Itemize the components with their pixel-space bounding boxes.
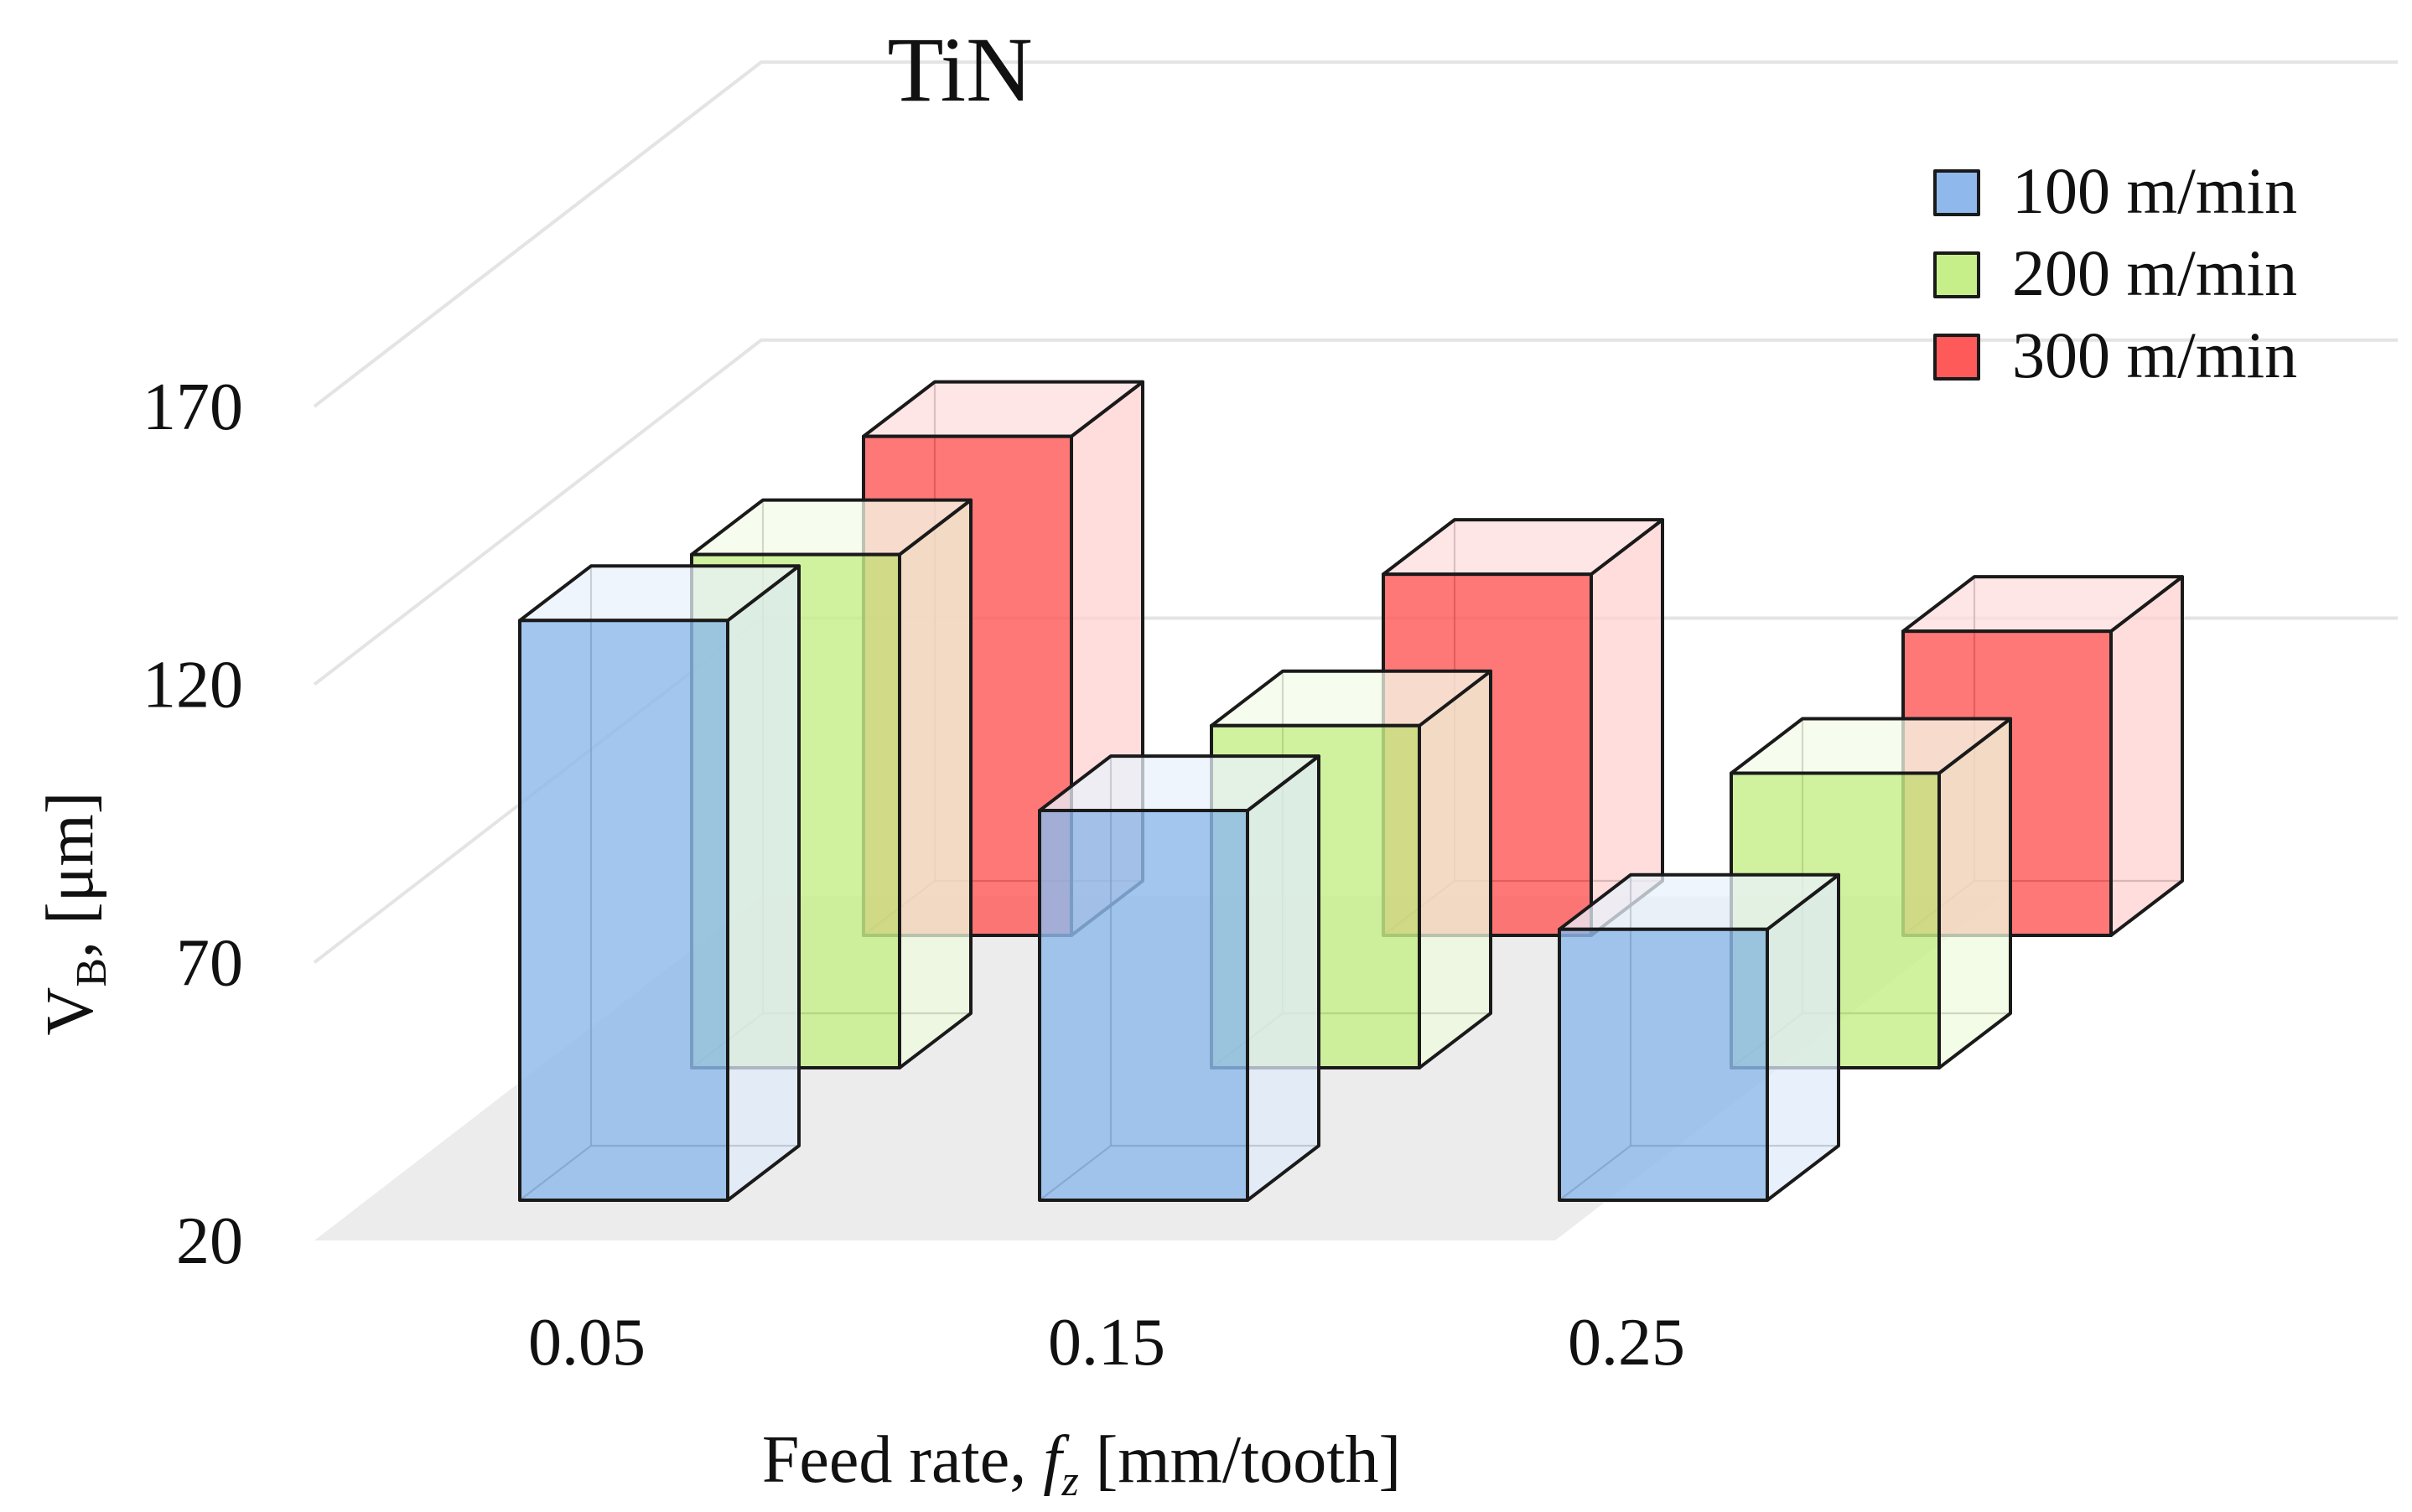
bar-side-face (1418, 669, 1492, 1069)
y-axis-label-suffix: , [μm] (34, 792, 107, 958)
legend-label: 100 m/min (2012, 154, 2297, 227)
bar-layer (518, 380, 2184, 1203)
bar-front-face (518, 619, 729, 1202)
gridline-top (313, 60, 763, 408)
chart-title: TiN (887, 18, 1032, 121)
bar-side-face (898, 498, 973, 1069)
y-tick-label: 120 (143, 649, 243, 722)
x-axis-label-subscript: z (1061, 1458, 1078, 1505)
legend-swatch (1933, 251, 1980, 298)
y-tick-label: 70 (176, 926, 243, 1000)
y-axis-label-main: V (34, 987, 107, 1036)
x-tick-label: 0.25 (1568, 1306, 1685, 1380)
y-tick-labels: 20 70 120 170 (143, 370, 243, 1278)
x-tick-label: 0.05 (528, 1306, 646, 1380)
bar-side-face (1246, 754, 1320, 1202)
bar (1558, 873, 1840, 1203)
x-tick-label: 0.15 (1048, 1306, 1165, 1380)
y-axis-label: VB, [μm] (34, 792, 116, 1036)
legend-label: 300 m/min (2012, 318, 2297, 391)
x-axis-label-prefix: Feed rate, (762, 1423, 1043, 1497)
x-axis-label-suffix: [mm/tooth] (1079, 1423, 1401, 1497)
bar (518, 564, 801, 1202)
legend: 100 m/min 200 m/min 300 m/min (1933, 154, 2297, 391)
legend-swatch (1933, 334, 1980, 381)
legend-label: 200 m/min (2012, 236, 2297, 309)
bar (1038, 754, 1320, 1202)
legend-swatch (1933, 169, 1980, 216)
gridline (313, 338, 2398, 686)
bar-front-face (1038, 809, 1249, 1202)
x-axis-label: Feed rate, fz [mm/tooth] (762, 1423, 1401, 1505)
bar-side-face (2109, 575, 2184, 937)
y-tick-label: 20 (176, 1204, 243, 1278)
y-tick-label: 170 (143, 370, 243, 444)
bar-side-face (1590, 518, 1664, 937)
bar-side-face (1766, 873, 1840, 1202)
bar-side-face (726, 564, 801, 1202)
y-axis-label-subscript: B (68, 958, 116, 987)
bar-side-face (1937, 717, 2012, 1069)
bar-front-face (1558, 927, 1769, 1203)
x-tick-labels: 0.05 0.15 0.25 (528, 1306, 1685, 1380)
